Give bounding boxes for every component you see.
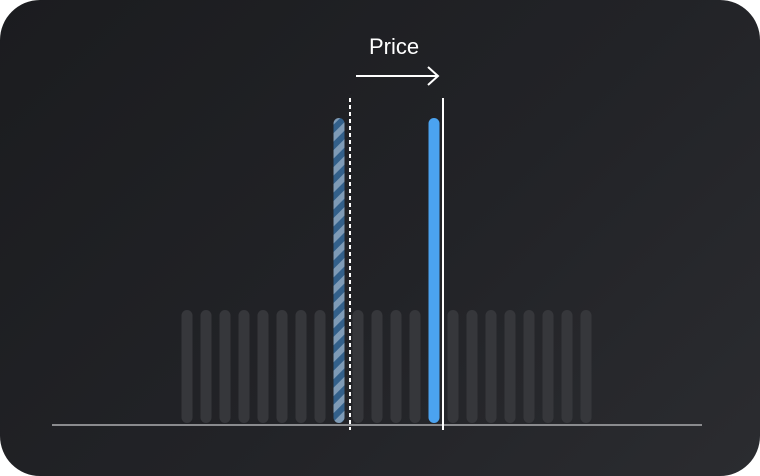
bar xyxy=(542,310,554,423)
bar xyxy=(561,310,573,423)
price-label: Price xyxy=(368,34,420,59)
bar xyxy=(352,310,364,423)
bar xyxy=(523,310,535,423)
bar xyxy=(314,310,326,423)
bar xyxy=(409,310,421,423)
bar xyxy=(295,310,307,423)
old-price-bar xyxy=(333,118,345,423)
bar xyxy=(371,310,383,423)
arrow-right-icon xyxy=(356,66,440,86)
bar xyxy=(200,310,212,423)
bar xyxy=(485,310,497,423)
bar xyxy=(466,310,478,423)
bar xyxy=(219,310,231,423)
bar xyxy=(238,310,250,423)
new-price-bar xyxy=(428,118,440,423)
bar xyxy=(276,310,288,423)
bar xyxy=(504,310,516,423)
bar xyxy=(390,310,402,423)
bar xyxy=(257,310,269,423)
bar xyxy=(447,310,459,423)
bar xyxy=(580,310,592,423)
bar xyxy=(181,310,193,423)
